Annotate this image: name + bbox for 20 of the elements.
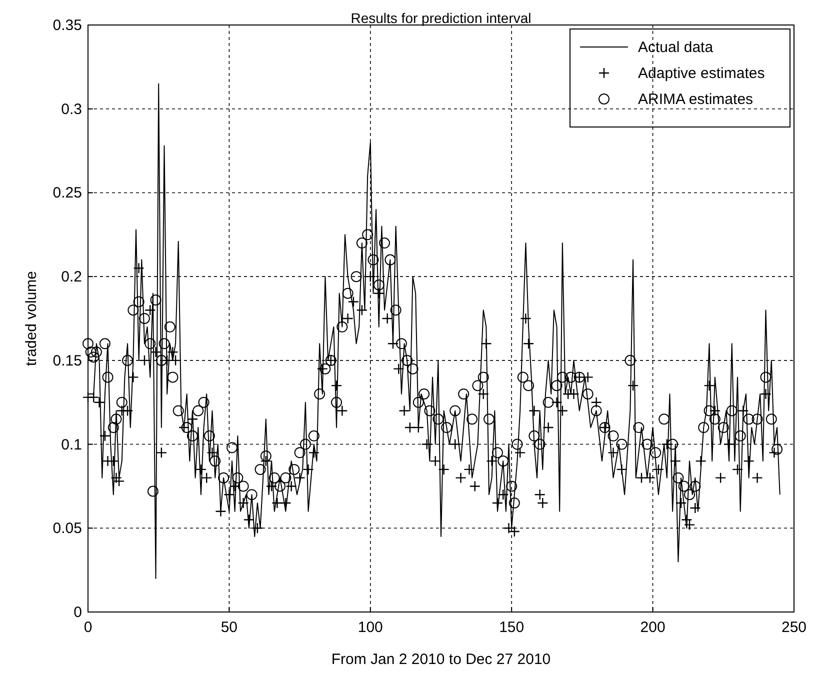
x-tick-label: 150 [499,619,524,636]
x-tick-label: 50 [220,619,238,636]
y-tick-label: 0.05 [52,520,82,538]
x-tick-label: 250 [781,619,807,636]
x-axis-title: From Jan 2 2010 to Dec 27 2010 [331,651,551,668]
y-axis-title: traded volume [23,270,40,366]
x-tick-label: 0 [84,619,92,636]
y-tick-label: 0 [74,604,82,621]
y-tick-label: 0.25 [52,184,82,202]
legend-label: Adaptive estimates [638,65,765,82]
y-tick-label: 0.35 [52,17,82,34]
x-tick-label: 100 [358,619,383,636]
chart-title: Results for prediction interval [350,10,532,26]
y-tick-label: 0.15 [52,352,82,370]
y-tick-label: 0.3 [61,100,82,118]
y-tick-label: 0.1 [61,436,82,454]
x-tick-label: 200 [640,619,666,636]
y-tick-label: 0.2 [61,268,82,286]
legend-label: Actual data [638,39,714,56]
legend-label: ARIMA estimates [638,91,754,108]
